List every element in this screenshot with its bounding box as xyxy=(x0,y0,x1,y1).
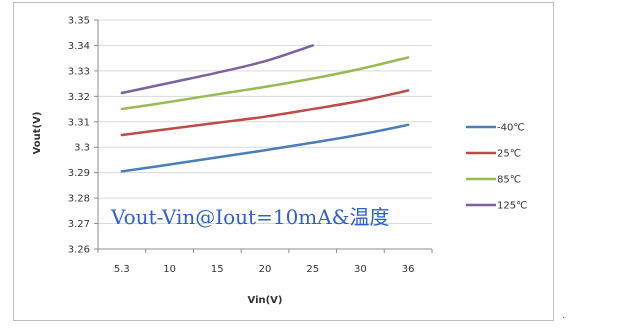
y-tick-label: 3.32 xyxy=(68,92,90,103)
chart-annotation: Vout-Vin@Iout=10mA&温度 xyxy=(110,205,390,229)
y-tick-label: 3.35 xyxy=(68,16,90,27)
legend-label: 85℃ xyxy=(497,175,521,186)
x-tick-label: 20 xyxy=(259,264,272,275)
y-tick-label: 3.26 xyxy=(68,245,90,256)
x-tick-label: 15 xyxy=(211,264,224,275)
x-tick-labels: 5.3 10 15 20 25 30 36 xyxy=(114,264,415,275)
y-tick-label: 3.31 xyxy=(68,117,90,128)
y-tick-label: 3.34 xyxy=(68,41,90,52)
legend: -40℃ 25℃ 85℃ 125℃ xyxy=(466,123,527,212)
y-tick-label: 3.27 xyxy=(68,219,90,230)
legend-label: 125℃ xyxy=(497,201,527,212)
x-tick-label: 5.3 xyxy=(114,264,130,275)
y-tick-labels: 3.26 3.27 3.28 3.29 3.3 3.31 3.32 3.33 3.34 3.35 xyxy=(68,16,90,256)
trailing-period: . xyxy=(562,310,566,321)
y-tick-label: 3.3 xyxy=(74,143,90,154)
x-tick-label: 10 xyxy=(163,264,176,275)
series-line xyxy=(120,56,410,111)
x-tick-label: 36 xyxy=(402,264,415,275)
legend-label: 25℃ xyxy=(497,149,521,160)
y-axis-label: Vout(V) xyxy=(32,112,43,155)
y-tick-label: 3.29 xyxy=(68,168,90,179)
x-axis-label: Vin(V) xyxy=(248,295,283,306)
series-line xyxy=(120,123,410,173)
series-line xyxy=(120,89,410,137)
series-lines xyxy=(120,44,410,173)
x-tick-label: 30 xyxy=(354,264,367,275)
legend-label: -40℃ xyxy=(497,123,525,134)
axes xyxy=(94,19,433,253)
series-line xyxy=(120,44,314,95)
y-tick-label: 3.28 xyxy=(68,194,90,205)
x-tick-label: 25 xyxy=(306,264,319,275)
y-tick-label: 3.33 xyxy=(68,66,90,77)
